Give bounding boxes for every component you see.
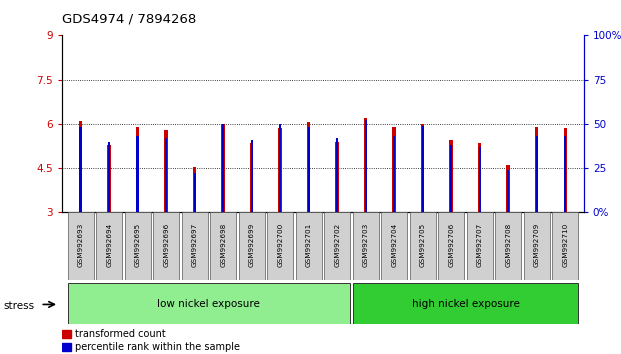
- Bar: [307, 122, 310, 212]
- Bar: [353, 212, 379, 280]
- Bar: [307, 127, 310, 212]
- Text: GSM992698: GSM992698: [220, 223, 226, 267]
- Bar: [524, 212, 550, 280]
- Bar: [222, 124, 224, 212]
- Text: GSM992706: GSM992706: [448, 223, 454, 267]
- Bar: [364, 118, 368, 212]
- Bar: [278, 128, 282, 212]
- Bar: [108, 142, 111, 212]
- Bar: [381, 212, 407, 280]
- Bar: [62, 330, 71, 338]
- Bar: [210, 212, 236, 280]
- Bar: [479, 147, 481, 212]
- Text: GSM992694: GSM992694: [106, 223, 112, 267]
- Text: GSM992697: GSM992697: [192, 223, 197, 267]
- Text: transformed count: transformed count: [75, 329, 166, 339]
- Bar: [62, 343, 71, 351]
- Bar: [564, 136, 566, 212]
- Bar: [136, 127, 139, 212]
- Bar: [450, 140, 453, 212]
- Bar: [125, 212, 151, 280]
- Text: stress: stress: [3, 301, 34, 310]
- Text: GSM992699: GSM992699: [248, 223, 255, 267]
- Bar: [238, 212, 265, 280]
- Bar: [336, 138, 338, 212]
- Text: GSM992701: GSM992701: [306, 223, 312, 267]
- Text: GDS4974 / 7894268: GDS4974 / 7894268: [62, 12, 196, 25]
- Bar: [392, 127, 396, 212]
- Text: GSM992700: GSM992700: [277, 223, 283, 267]
- Bar: [507, 165, 510, 212]
- Bar: [79, 121, 83, 212]
- Bar: [335, 142, 339, 212]
- Text: GSM992693: GSM992693: [78, 223, 84, 267]
- Bar: [250, 140, 253, 212]
- Bar: [193, 167, 196, 212]
- Bar: [478, 143, 481, 212]
- Bar: [324, 212, 350, 280]
- Bar: [107, 144, 111, 212]
- Bar: [365, 120, 367, 212]
- Bar: [535, 127, 538, 212]
- Text: GSM992705: GSM992705: [420, 223, 425, 267]
- Bar: [165, 130, 168, 212]
- Bar: [194, 173, 196, 212]
- Bar: [466, 212, 493, 280]
- Bar: [165, 138, 167, 212]
- Text: GSM992696: GSM992696: [163, 223, 169, 267]
- Bar: [438, 212, 465, 280]
- Bar: [267, 212, 293, 280]
- Text: GSM992703: GSM992703: [363, 223, 369, 267]
- Bar: [552, 212, 578, 280]
- Bar: [279, 124, 281, 212]
- Bar: [79, 127, 82, 212]
- Bar: [393, 136, 396, 212]
- Bar: [353, 283, 578, 324]
- Bar: [410, 212, 436, 280]
- Bar: [181, 212, 208, 280]
- Text: GSM992710: GSM992710: [562, 223, 568, 267]
- Bar: [563, 128, 567, 212]
- Bar: [495, 212, 521, 280]
- Bar: [137, 136, 138, 212]
- Bar: [507, 170, 509, 212]
- Text: GSM992702: GSM992702: [334, 223, 340, 267]
- Text: GSM992695: GSM992695: [135, 223, 140, 267]
- Text: GSM992707: GSM992707: [477, 223, 483, 267]
- Bar: [96, 212, 122, 280]
- Bar: [153, 212, 179, 280]
- Bar: [422, 126, 424, 212]
- Bar: [535, 136, 538, 212]
- Bar: [250, 143, 253, 212]
- Bar: [421, 124, 424, 212]
- Bar: [68, 283, 350, 324]
- Text: GSM992708: GSM992708: [505, 223, 511, 267]
- Text: low nickel exposure: low nickel exposure: [158, 298, 260, 309]
- Text: GSM992704: GSM992704: [391, 223, 397, 267]
- Text: GSM992709: GSM992709: [533, 223, 540, 267]
- Bar: [296, 212, 322, 280]
- Text: percentile rank within the sample: percentile rank within the sample: [75, 342, 240, 352]
- Bar: [68, 212, 94, 280]
- Text: high nickel exposure: high nickel exposure: [412, 298, 519, 309]
- Bar: [222, 124, 225, 212]
- Bar: [450, 145, 452, 212]
